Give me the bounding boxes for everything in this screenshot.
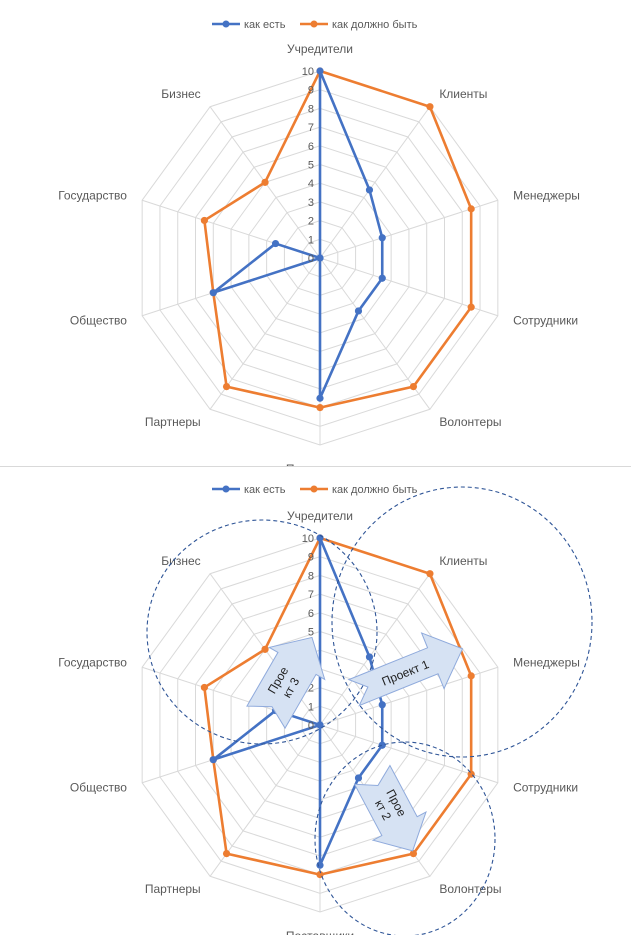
- tick-label: 10: [302, 66, 314, 78]
- tick-label: 9: [308, 85, 314, 97]
- category-label: Бизнес: [161, 87, 200, 101]
- category-label: Клиенты: [439, 87, 487, 101]
- tick-label: 8: [308, 570, 314, 582]
- category-label: Поставщики: [286, 462, 354, 466]
- category-labels: Учредители Клиенты Менеджеры Сотрудники Воло…: [58, 42, 580, 466]
- legend-swatch-marker: [310, 485, 318, 493]
- category-label: Клиенты: [439, 554, 487, 568]
- tick-label: 4: [308, 178, 314, 190]
- data-point: [409, 849, 418, 858]
- data-point: [209, 289, 217, 297]
- legend-entry-2: как должно быть: [332, 19, 418, 31]
- tick-label: 1: [308, 234, 314, 246]
- tick-label: 0: [308, 720, 314, 732]
- data-point: [209, 756, 217, 764]
- data-point: [316, 404, 324, 412]
- tick-label: 7: [308, 122, 314, 134]
- data-point: [365, 653, 374, 661]
- tick-label: 1: [308, 701, 314, 713]
- data-point: [271, 239, 280, 248]
- data-point: [378, 701, 386, 709]
- series-2: [200, 534, 475, 879]
- tick-label: 6: [308, 608, 314, 620]
- data-point: [222, 382, 231, 391]
- radar-chart-panel-top: как есть как должно быть 0 1 2 3 4 5 6 7 8 9 10 Учред…: [0, 0, 631, 467]
- category-labels: Учредители Клиенты Менеджеры Сотрудники Воло…: [58, 509, 580, 935]
- tick-label: 9: [308, 552, 314, 564]
- data-point: [354, 774, 363, 782]
- data-point: [261, 178, 269, 186]
- legend-entry-1: как есть: [244, 484, 286, 496]
- legend-swatch-marker: [222, 20, 230, 28]
- tick-label: 6: [308, 141, 314, 153]
- category-label: Учредители: [287, 42, 353, 56]
- data-point: [354, 307, 363, 315]
- project-1-arrow-shape: [347, 632, 464, 707]
- category-label: Поставщики: [286, 929, 354, 935]
- category-label: Менеджеры: [513, 188, 580, 202]
- data-point: [409, 382, 418, 391]
- data-point: [426, 570, 434, 578]
- legend-entry-1: как есть: [244, 19, 286, 31]
- data-point: [426, 103, 434, 111]
- data-point: [200, 683, 208, 692]
- project-3-arrow-shape: [246, 636, 326, 730]
- project-2-arrow: Проект 2: [353, 764, 427, 852]
- category-label: Бизнес: [161, 554, 200, 568]
- category-label: Сотрудники: [513, 781, 578, 795]
- category-label: Волонтеры: [439, 415, 501, 429]
- data-point: [200, 216, 208, 225]
- tick-labels: 0 1 2 3 4 5 6 7 8 9 10: [302, 66, 314, 265]
- grid-spoke: [319, 106, 431, 259]
- data-point: [316, 67, 324, 75]
- tick-label: 3: [308, 197, 314, 209]
- project-3-arrow: Проект 3: [246, 636, 326, 730]
- data-point: [378, 234, 386, 242]
- tick-label: 2: [308, 683, 314, 695]
- data-point: [261, 645, 269, 653]
- data-point: [467, 205, 475, 213]
- grid-spoke: [319, 573, 431, 726]
- category-label: Партнеры: [145, 882, 201, 896]
- project-3-scope-circle: [146, 519, 378, 745]
- category-label: Менеджеры: [513, 655, 580, 669]
- tick-label: 5: [308, 627, 314, 639]
- tick-label: 2: [308, 216, 314, 228]
- category-label: Партнеры: [145, 415, 201, 429]
- category-label: Волонтеры: [439, 882, 501, 896]
- data-point: [467, 303, 475, 311]
- data-point: [365, 186, 374, 194]
- category-label: Государство: [58, 188, 127, 202]
- legend-entry-2: как должно быть: [332, 484, 418, 496]
- category-label: Сотрудники: [513, 314, 578, 328]
- radar-chart-top: как есть как должно быть012345678910Учред…: [58, 19, 580, 466]
- category-label: Общество: [70, 781, 127, 795]
- data-point: [316, 254, 324, 262]
- category-label: Учредители: [287, 509, 353, 523]
- data-point: [316, 721, 324, 729]
- project-2-scope-circle: [314, 741, 496, 935]
- series-1: [209, 67, 386, 402]
- chart-legend: как есть как должно быть: [212, 19, 418, 31]
- tick-label: 7: [308, 589, 314, 601]
- data-point: [467, 672, 475, 680]
- data-point: [222, 849, 231, 858]
- data-point: [378, 274, 386, 282]
- category-label: Общество: [70, 314, 127, 328]
- legend-swatch-marker: [222, 485, 230, 493]
- tick-label: 8: [308, 103, 314, 115]
- tick-label: 10: [302, 533, 314, 545]
- chart-legend: как есть как должно быть: [212, 484, 418, 496]
- tick-label: 5: [308, 160, 314, 172]
- project-2-arrow-shape: [353, 764, 427, 852]
- category-label: Государство: [58, 655, 127, 669]
- legend-swatch-marker: [310, 20, 318, 28]
- tick-label: 0: [308, 253, 314, 265]
- project-1-scope-circle: [331, 486, 593, 758]
- data-point: [316, 394, 324, 402]
